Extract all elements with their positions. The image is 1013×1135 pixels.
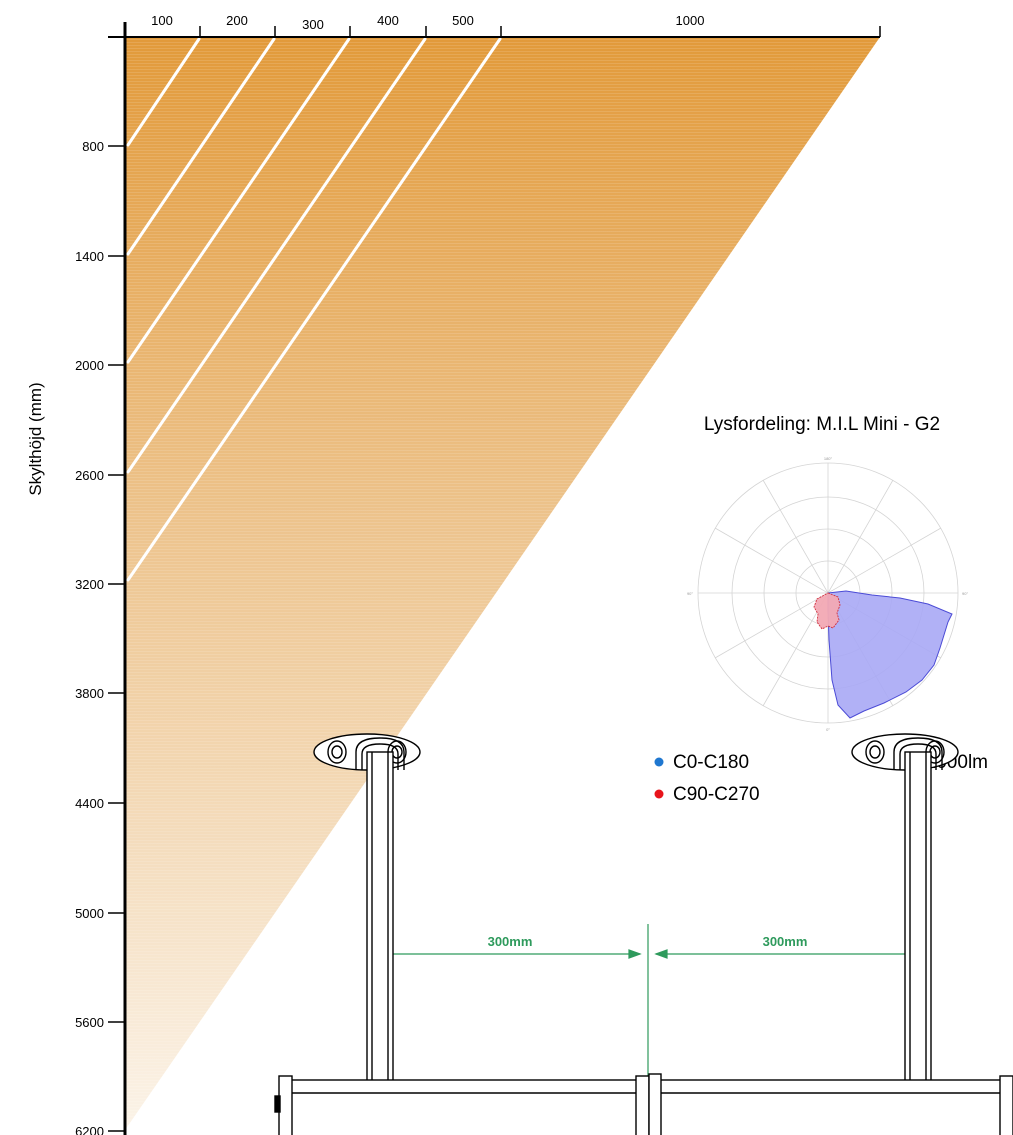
y-tick-label: 4400 — [75, 796, 104, 811]
dimension-label-left: 300mm — [488, 934, 533, 949]
x-tick-label: 500 — [452, 13, 474, 28]
x-tick-label: 200 — [226, 13, 248, 28]
dimension-lines — [377, 924, 920, 1080]
polar-curve-c90-c270 — [813, 592, 841, 630]
rule-line-500 — [126, 37, 502, 582]
svg-text:0°: 0° — [826, 727, 830, 732]
rule-line-200 — [126, 37, 276, 256]
x-tick-label: 100 — [151, 13, 173, 28]
ceiling-bracket-left — [313, 733, 421, 1083]
sign-profile — [274, 1073, 1013, 1135]
polar-title: Lysfordeling: M.I.L Mini - G2 — [704, 414, 940, 435]
x-tick-label: 1000 — [676, 13, 705, 28]
y-tick-label: 800 — [82, 139, 104, 154]
x-tick-labels: 100 200 300 400 500 1000 — [151, 13, 704, 32]
y-tick-label: 2000 — [75, 358, 104, 373]
svg-text:180°: 180° — [824, 456, 833, 461]
rule-line-100 — [126, 37, 201, 147]
svg-text:90°: 90° — [962, 591, 968, 596]
y-tick-label: 2600 — [75, 468, 104, 483]
x-tick-label: 400 — [377, 13, 399, 28]
y-tick-labels: 800 1400 2000 2600 3200 3800 4400 5000 5… — [75, 139, 104, 1135]
legend-dot-c0-c180 — [654, 757, 664, 767]
height-rule-lines — [126, 37, 502, 582]
y-axis-title: Skylthöjd (mm) — [26, 382, 45, 495]
legend-dot-c90-c270 — [654, 789, 664, 799]
polar-curve-c0-c180 — [827, 590, 953, 719]
x-tick-label: 300 — [302, 17, 324, 32]
polar-diagram: Lysfordeling: M.I.L Mini - G2 180° 0° 90… — [687, 414, 969, 732]
rule-line-400 — [126, 37, 427, 474]
dimension-label-right: 300mm — [763, 934, 808, 949]
y-tick-label: 1400 — [75, 249, 104, 264]
svg-text:90°: 90° — [687, 591, 693, 596]
legend-label-c90-c270: C90-C270 — [673, 784, 760, 805]
y-tick-label: 3200 — [75, 577, 104, 592]
polar-angle-labels: 180° 0° 90° 90° — [687, 456, 969, 732]
y-tick-label: 6200 — [75, 1124, 104, 1135]
axes — [108, 22, 881, 1135]
y-tick-label: 3800 — [75, 686, 104, 701]
y-tick-label: 5600 — [75, 1015, 104, 1030]
rule-line-300 — [126, 37, 351, 364]
mounting-drawing: 300mm 300mm — [274, 733, 1013, 1135]
y-tick-label: 5000 — [75, 906, 104, 921]
ceiling-bracket-right — [851, 733, 959, 1083]
legend-label-c0-c180: C0-C180 — [673, 752, 749, 773]
